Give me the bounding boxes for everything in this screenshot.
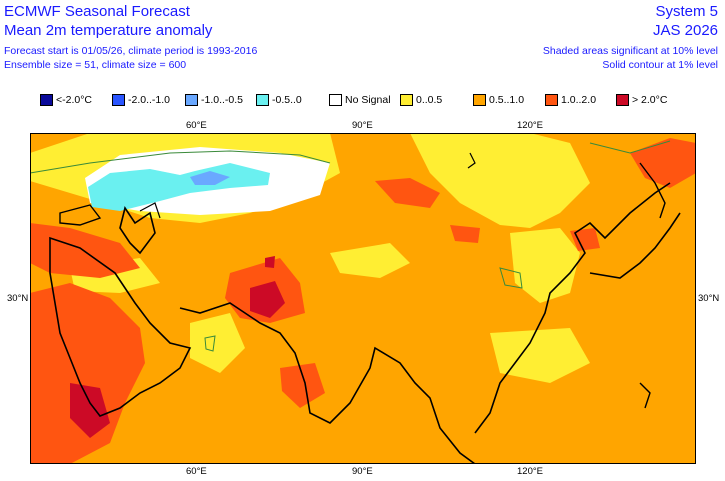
coastline xyxy=(467,152,476,169)
lon-tick-bottom-120: 120°E xyxy=(517,466,543,477)
lon-tick-top-120: 120°E xyxy=(517,120,543,131)
map-frame xyxy=(30,133,696,464)
lon-tick-bottom-90: 90°E xyxy=(352,466,373,477)
legend-swatch xyxy=(40,94,53,106)
legend-swatch xyxy=(112,94,125,106)
legend-item: -2.0..-1.0 xyxy=(112,93,170,107)
legend-item: 0.5..1.0 xyxy=(473,93,524,107)
legend-label: No Signal xyxy=(345,94,391,106)
legend-swatch xyxy=(329,94,342,106)
lat-tick-right-30: 30°N xyxy=(698,293,720,304)
lat-tick-left-30: 30°N xyxy=(7,293,29,304)
significance-contour xyxy=(204,335,216,352)
map-subtitle: Mean 2m temperature anomaly xyxy=(4,22,213,39)
legend-label: > 2.0°C xyxy=(632,94,668,106)
anomaly-region xyxy=(510,228,580,303)
legend-swatch xyxy=(256,94,269,106)
coastline xyxy=(179,302,476,464)
map-title: ECMWF Seasonal Forecast xyxy=(4,3,190,20)
coastline xyxy=(59,204,102,226)
anomaly-region xyxy=(70,383,110,438)
anomaly-region xyxy=(280,363,325,408)
legend-item: <-2.0°C xyxy=(40,93,92,107)
coastline xyxy=(639,162,666,219)
significance-contour xyxy=(499,267,523,289)
ensemble-info: Ensemble size = 51, climate size = 600 xyxy=(4,59,187,71)
anomaly-region xyxy=(375,178,440,208)
legend-swatch xyxy=(473,94,486,106)
anomaly-region xyxy=(450,225,480,243)
significance-contour xyxy=(589,140,671,154)
significance-contour xyxy=(30,150,331,174)
legend-label: -1.0..-0.5 xyxy=(201,94,244,106)
legend-label: -0.5..0 xyxy=(272,94,302,106)
lon-tick-top-60: 60°E xyxy=(186,120,207,131)
legend-label: 0.5..1.0 xyxy=(489,94,525,106)
anomaly-region xyxy=(410,133,590,228)
legend-item: No Signal xyxy=(329,93,391,107)
lon-tick-bottom-60: 60°E xyxy=(186,466,207,477)
system-label: System 5 xyxy=(655,3,718,20)
season-label: JAS 2026 xyxy=(652,22,718,39)
anomaly-region xyxy=(250,281,285,318)
forecast-info: Forecast start is 01/05/26, climate peri… xyxy=(4,45,258,57)
contour-note: Solid contour at 1% level xyxy=(602,59,718,71)
legend-swatch xyxy=(616,94,629,106)
anomaly-region xyxy=(330,243,410,278)
legend-swatch xyxy=(185,94,198,106)
legend-label: 0..0.5 xyxy=(416,94,443,106)
coastline xyxy=(474,182,671,434)
anomaly-region xyxy=(30,223,140,278)
coastline xyxy=(119,206,156,255)
legend-swatch xyxy=(400,94,413,106)
coastline xyxy=(589,212,681,279)
color-legend: <-2.0°C -2.0..-1.0 -1.0..-0.5 -0.5..0 No… xyxy=(40,93,700,107)
lon-tick-top-90: 90°E xyxy=(352,120,373,131)
anomaly-map xyxy=(30,133,696,464)
anomaly-region xyxy=(190,171,230,185)
coastline xyxy=(139,202,161,219)
anomaly-region xyxy=(630,138,696,188)
significance-note: Shaded areas significant at 10% level xyxy=(542,45,718,57)
legend-item: 1.0..2.0 xyxy=(545,93,596,107)
legend-item: -0.5..0 xyxy=(256,93,302,107)
anomaly-region xyxy=(190,313,245,373)
legend-label: -2.0..-1.0 xyxy=(128,94,171,106)
legend-item: > 2.0°C xyxy=(616,93,667,107)
anomaly-region xyxy=(88,163,270,211)
coastline xyxy=(49,236,192,417)
anomaly-region xyxy=(490,328,590,383)
anomaly-region xyxy=(265,256,275,268)
legend-item: -1.0..-0.5 xyxy=(185,93,243,107)
legend-label: <-2.0°C xyxy=(56,94,93,106)
legend-swatch xyxy=(545,94,558,106)
coastline xyxy=(639,382,651,409)
legend-label: 1.0..2.0 xyxy=(561,94,597,106)
anomaly-region xyxy=(570,228,600,251)
legend-item: 0..0.5 xyxy=(400,93,442,107)
